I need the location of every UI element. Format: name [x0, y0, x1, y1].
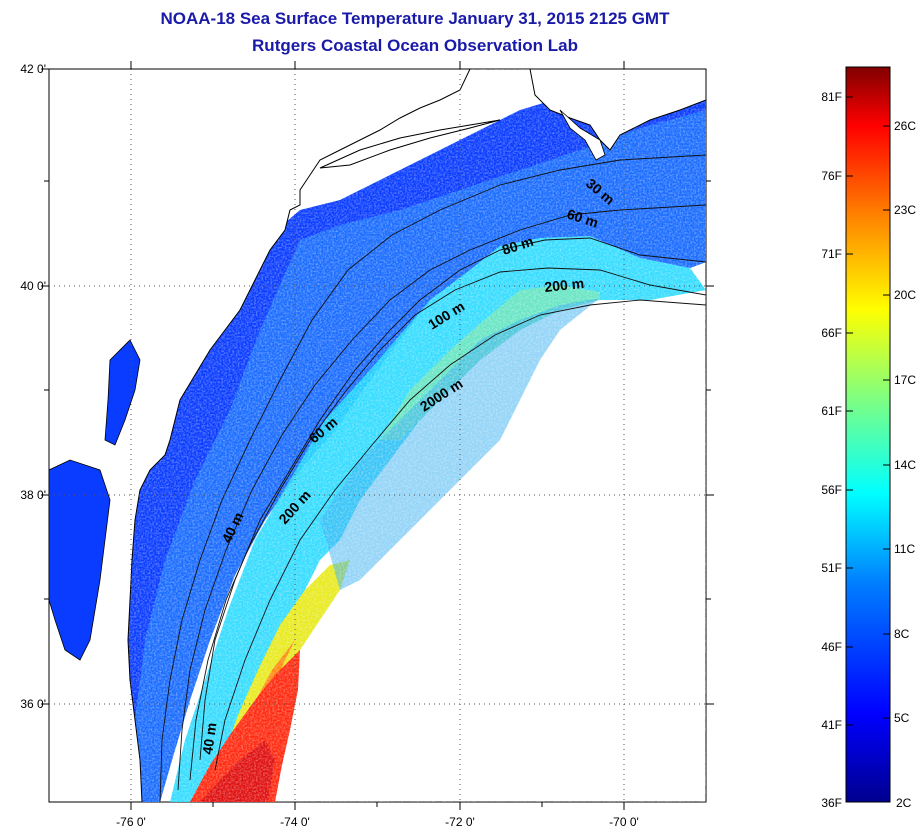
map-gridlines	[49, 69, 706, 802]
frame-ticks	[41, 61, 714, 810]
lon-label-76: -76 0'	[116, 815, 146, 829]
colorbar-f-56: 56F	[821, 483, 842, 497]
colorbar-c-2: 2C	[896, 796, 912, 810]
lon-label-70: -70 0'	[609, 815, 639, 829]
colorbar	[845, 66, 891, 803]
colorbar-f-71: 71F	[821, 247, 842, 261]
lat-label-40: 40 0'	[20, 279, 46, 293]
colorbar-c-20: 20C	[894, 288, 916, 302]
colorbar-f-46: 46F	[821, 640, 842, 654]
colorbar-c-26: 26C	[894, 119, 916, 133]
map-subtitle: Rutgers Coastal Ocean Observation Lab	[252, 36, 578, 55]
colorbar-c-8: 8C	[894, 627, 910, 641]
colorbar-f-66: 66F	[821, 326, 842, 340]
map-title: NOAA-18 Sea Surface Temperature January …	[160, 9, 670, 28]
lat-label-38: 38 0'	[20, 488, 46, 502]
colorbar-f-51: 51F	[821, 561, 842, 575]
lat-label-42: 42 0'	[20, 62, 46, 76]
colorbar-f-76: 76F	[821, 169, 842, 183]
colorbar-c-5: 5C	[894, 711, 910, 725]
sst-field	[49, 69, 706, 802]
lon-label-74: -74 0'	[280, 815, 310, 829]
colorbar-f-36: 36F	[821, 796, 842, 810]
isobath-lines	[159, 154, 706, 802]
isobath-label-40m-south: 40 m	[199, 722, 219, 756]
colorbar-f-81: 81F	[821, 90, 842, 104]
colorbar-c-23: 23C	[894, 203, 916, 217]
colorbar-ticks	[846, 96, 890, 726]
colorbar-c-11: 11C	[894, 542, 915, 556]
lon-label-72: -72 0'	[445, 815, 475, 829]
lat-label-36: 36 0'	[20, 697, 46, 711]
isobath-label-200m-north: 200 m	[544, 275, 585, 295]
colorbar-c-17: 17C	[894, 373, 916, 387]
colorbar-f-41: 41F	[821, 718, 842, 732]
colorbar-f-61: 61F	[821, 404, 842, 418]
colorbar-c-14: 14C	[894, 458, 916, 472]
